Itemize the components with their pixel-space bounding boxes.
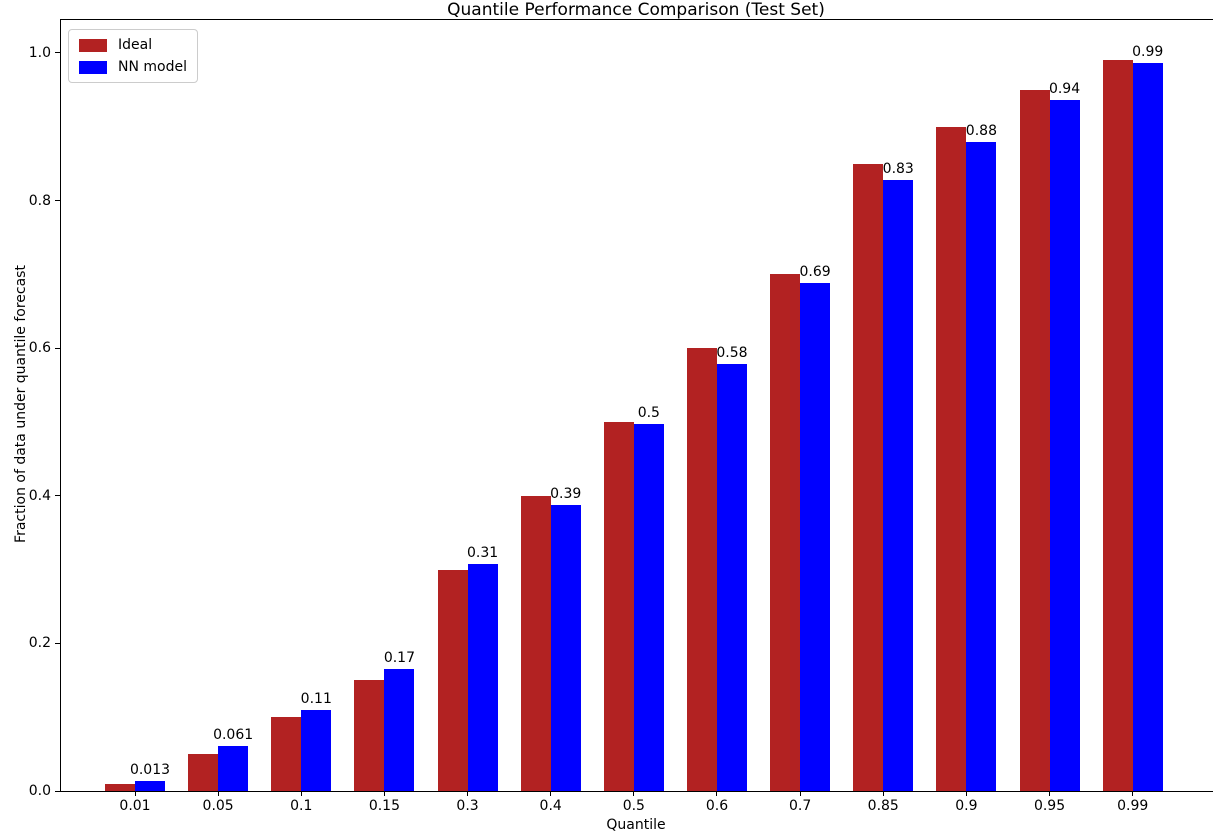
x-tick-label: 0.3 bbox=[456, 798, 479, 814]
bar-ideal-0.5 bbox=[603, 422, 634, 791]
bar-nn-0.85 bbox=[883, 179, 914, 791]
bar-nn-0.15 bbox=[384, 669, 415, 791]
bar-nn-0.99 bbox=[1132, 62, 1163, 791]
bar-nn-0.6 bbox=[716, 363, 747, 791]
bar-nn-0.3 bbox=[467, 563, 498, 791]
y-tick-mark bbox=[55, 347, 60, 349]
x-tick-label: 0.1 bbox=[290, 798, 313, 814]
x-tick-label: 0.5 bbox=[622, 798, 645, 814]
x-tick-label: 0.15 bbox=[368, 798, 400, 814]
bar-ideal-0.9 bbox=[936, 126, 967, 791]
bar-nn-0.5 bbox=[633, 424, 664, 791]
legend-swatch-ideal bbox=[79, 38, 107, 52]
x-tick-label: 0.9 bbox=[955, 798, 978, 814]
bar-value-label: 0.11 bbox=[300, 690, 332, 707]
y-tick-mark bbox=[55, 790, 60, 792]
legend-item-ideal: Ideal bbox=[79, 37, 187, 53]
bar-value-label: 0.31 bbox=[466, 544, 499, 561]
plot-area: Ideal NN model 0.0 0.2 0.4 0.6 0.8 1.0 0.01 0.0… bbox=[29, 19, 1213, 814]
bar-nn-0.7 bbox=[800, 283, 831, 791]
bar-value-label: 0.99 bbox=[1132, 43, 1164, 60]
x-tick-mark bbox=[134, 792, 136, 796]
bar-value-label: 0.58 bbox=[716, 344, 748, 361]
bar-value-label: 0.39 bbox=[550, 485, 582, 502]
x-tick-mark bbox=[633, 792, 635, 796]
bar-value-label: 0.83 bbox=[882, 160, 914, 177]
x-tick-label: 0.99 bbox=[1117, 798, 1149, 814]
bar-nn-0.95 bbox=[1049, 100, 1080, 791]
x-tick-mark bbox=[467, 792, 469, 796]
bar-ideal-0.1 bbox=[271, 717, 302, 791]
x-axis-label: Quantile bbox=[606, 817, 666, 833]
y-tick-label: 1.0 bbox=[28, 44, 51, 61]
bar-ideal-0.99 bbox=[1102, 60, 1133, 791]
legend-label-nn-model: NN model bbox=[118, 59, 187, 75]
bar-nn-0.05 bbox=[218, 745, 249, 791]
x-tick-label: 0.85 bbox=[867, 798, 899, 814]
x-tick-mark bbox=[300, 792, 302, 796]
legend-item-nn-model: NN model bbox=[79, 59, 187, 75]
bar-ideal-0.95 bbox=[1019, 89, 1050, 791]
bar-ideal-0.05 bbox=[188, 754, 219, 791]
bar-nn-0.9 bbox=[966, 142, 997, 791]
x-tick-mark bbox=[383, 792, 385, 796]
y-tick-label: 0.8 bbox=[28, 192, 51, 209]
bar-value-label: 0.061 bbox=[213, 726, 254, 743]
bar-ideal-0.7 bbox=[770, 274, 801, 791]
x-tick-label: 0.4 bbox=[539, 798, 562, 814]
chart-title: Quantile Performance Comparison (Test Se… bbox=[447, 0, 825, 20]
x-tick-mark bbox=[716, 792, 718, 796]
bar-value-label: 0.88 bbox=[965, 123, 997, 140]
y-tick-label: 0.0 bbox=[28, 783, 51, 799]
y-tick-label: 0.2 bbox=[28, 635, 51, 652]
x-tick-mark bbox=[1132, 792, 1134, 796]
x-tick-label: 0.95 bbox=[1033, 798, 1066, 814]
y-tick-label: 0.6 bbox=[28, 340, 51, 357]
bar-ideal-0.6 bbox=[686, 348, 717, 791]
y-axis-label: Fraction of data under quantile forecast bbox=[13, 265, 29, 543]
bar-nn-0.1 bbox=[301, 709, 332, 791]
y-tick-mark bbox=[55, 495, 60, 497]
x-tick-mark bbox=[550, 792, 552, 796]
x-tick-mark bbox=[965, 792, 967, 796]
bar-ideal-0.15 bbox=[354, 680, 385, 791]
legend-label-ideal: Ideal bbox=[118, 37, 153, 53]
bar-value-label: 0.17 bbox=[383, 650, 415, 667]
bar-value-label: 0.013 bbox=[129, 762, 171, 779]
x-tick-label: 0.6 bbox=[705, 798, 729, 814]
y-tick-mark bbox=[55, 642, 60, 644]
bar-value-label: 0.94 bbox=[1048, 81, 1081, 98]
bar-nn-0.4 bbox=[550, 504, 581, 791]
y-tick-label: 0.4 bbox=[28, 487, 51, 504]
bar-ideal-0.85 bbox=[853, 163, 884, 791]
bar-ideal-0.01 bbox=[105, 783, 135, 791]
x-tick-label: 0.01 bbox=[119, 798, 151, 814]
bar-value-label: 0.69 bbox=[799, 264, 831, 281]
bar-value-label: 0.5 bbox=[637, 405, 660, 422]
x-tick-label: 0.7 bbox=[788, 798, 812, 814]
y-tick-mark bbox=[55, 200, 60, 202]
bar-nn-0.01 bbox=[135, 781, 165, 791]
bar-ideal-0.3 bbox=[437, 569, 468, 791]
x-tick-label: 0.05 bbox=[202, 798, 234, 814]
y-tick-mark bbox=[55, 52, 60, 54]
x-tick-mark bbox=[882, 792, 884, 796]
x-tick-mark bbox=[799, 792, 801, 796]
x-tick-mark bbox=[217, 792, 219, 796]
x-tick-mark bbox=[1049, 792, 1051, 796]
bar-ideal-0.4 bbox=[520, 495, 551, 791]
legend: Ideal NN model bbox=[68, 29, 198, 83]
legend-swatch-nn-model bbox=[79, 60, 107, 74]
